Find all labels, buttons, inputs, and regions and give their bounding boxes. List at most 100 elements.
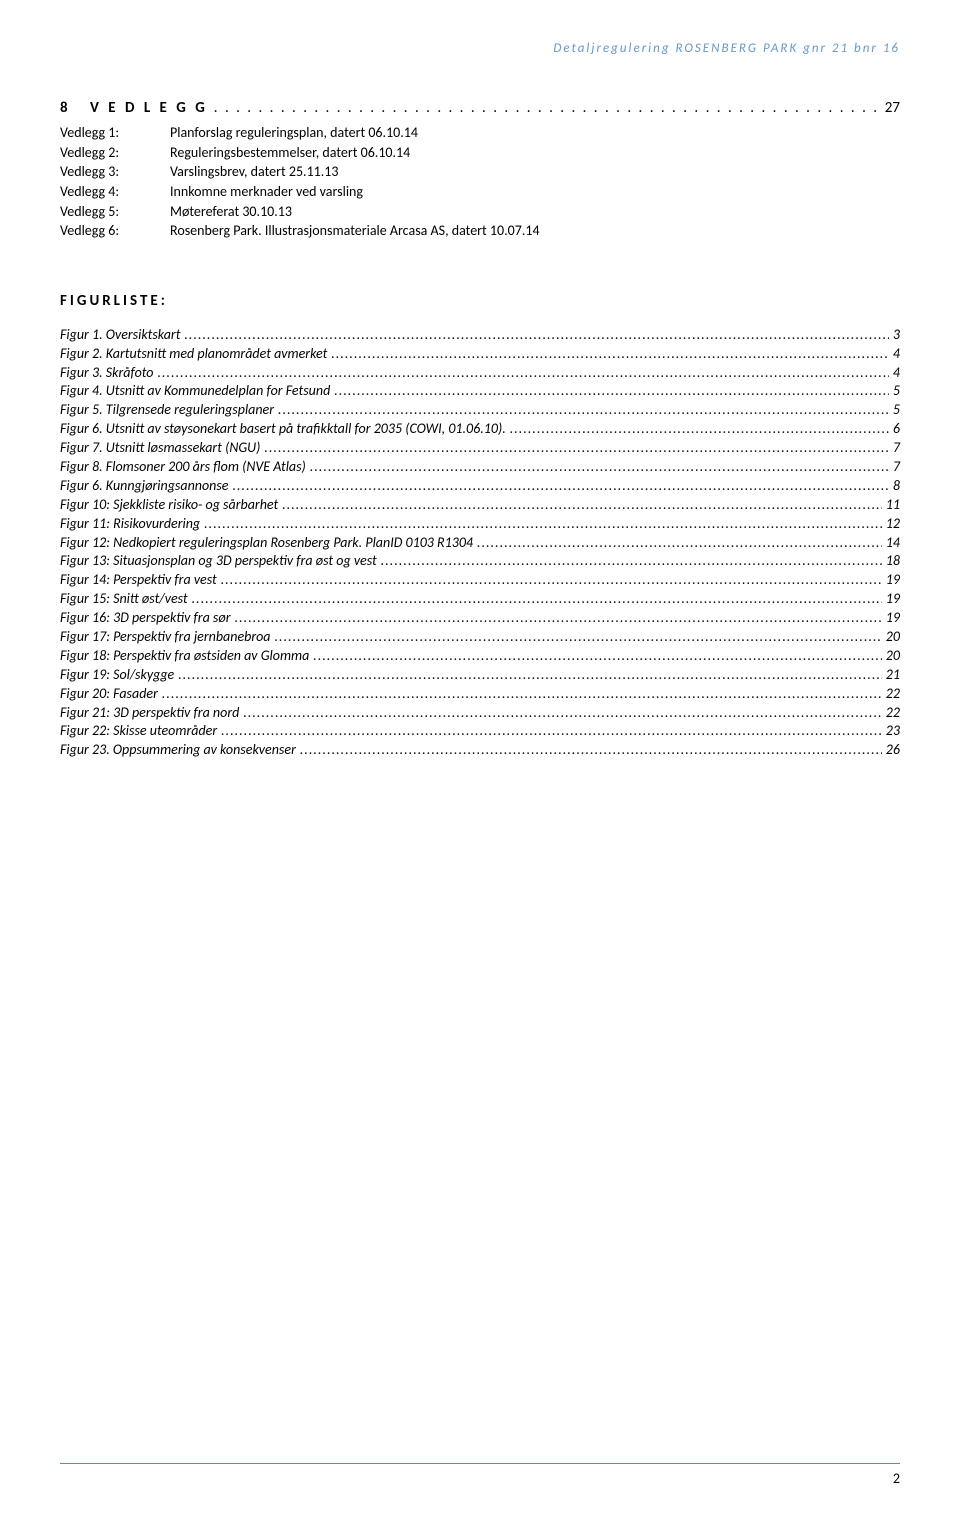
figur-page: 20: [886, 647, 900, 666]
figur-row: Figur 12: Nedkopiert reguleringsplan Ros…: [60, 534, 900, 553]
figur-row: Figur 19: Sol/skygge ...................…: [60, 666, 900, 685]
vedlegg-value: Varslingsbrev, datert 25.11.13: [170, 162, 900, 182]
figur-dots: ........................................…: [331, 345, 889, 364]
vedlegg-label: Vedlegg 5:: [60, 202, 170, 222]
vedlegg-label: Vedlegg 6:: [60, 221, 170, 241]
figur-page: 11: [886, 496, 900, 515]
figur-dots: ........................................…: [282, 496, 882, 515]
figur-row: Figur 23. Oppsummering av konsekvenser .…: [60, 741, 900, 760]
figur-page: 12: [886, 515, 900, 534]
section-number: 8: [60, 98, 90, 119]
figur-title: Figur 18: Perspektiv fra østsiden av Glo…: [60, 647, 309, 666]
figur-title: Figur 8. Flomsoner 200 års flom (NVE Atl…: [60, 458, 306, 477]
section-heading: 8 V E D L E G G . . . . . . . . . . . . …: [60, 98, 900, 119]
vedlegg-value: Møtereferat 30.10.13: [170, 202, 900, 222]
vedlegg-label: Vedlegg 4:: [60, 182, 170, 202]
figur-dots: ........................................…: [221, 722, 882, 741]
figur-row: Figur 15: Snitt øst/vest ...............…: [60, 590, 900, 609]
figur-page: 22: [886, 685, 900, 704]
figur-row: Figur 5. Tilgrensede reguleringsplaner .…: [60, 401, 900, 420]
vedlegg-row: Vedlegg 6:Rosenberg Park. Illustrasjonsm…: [60, 221, 900, 241]
figur-page: 19: [886, 590, 900, 609]
figur-title: Figur 10: Sjekkliste risiko- og sårbarhe…: [60, 496, 278, 515]
vedlegg-value: Planforslag reguleringsplan, datert 06.1…: [170, 123, 900, 143]
figur-list: Figur 1. Oversiktskart .................…: [60, 326, 900, 760]
figur-page: 18: [886, 552, 900, 571]
figur-page: 7: [893, 439, 900, 458]
figur-page: 21: [886, 666, 900, 685]
vedlegg-row: Vedlegg 4:Innkomne merknader ved varslin…: [60, 182, 900, 202]
figur-page: 6: [893, 420, 900, 439]
figur-page: 8: [893, 477, 900, 496]
figur-title: Figur 21: 3D perspektiv fra nord: [60, 704, 239, 723]
figur-dots: ........................................…: [178, 666, 882, 685]
figur-page: 19: [886, 571, 900, 590]
figur-dots: ........................................…: [235, 609, 882, 628]
figur-page: 22: [886, 704, 900, 723]
figur-title: Figur 22: Skisse uteområder: [60, 722, 217, 741]
figur-dots: ........................................…: [232, 477, 888, 496]
figur-dots: ........................................…: [192, 590, 882, 609]
vedlegg-value: Rosenberg Park. Illustrasjonsmateriale A…: [170, 221, 900, 241]
figur-title: Figur 3. Skråfoto: [60, 364, 153, 383]
figur-title: Figur 2. Kartutsnitt med planområdet avm…: [60, 345, 327, 364]
figur-page: 14: [886, 534, 900, 553]
figur-dots: ........................................…: [278, 401, 889, 420]
figur-page: 19: [886, 609, 900, 628]
vedlegg-label: Vedlegg 1:: [60, 123, 170, 143]
figur-title: Figur 20: Fasader: [60, 685, 158, 704]
figur-page: 7: [893, 458, 900, 477]
section-title: V E D L E G G: [90, 98, 208, 119]
figur-title: Figur 6. Kunngjøringsannonse: [60, 477, 228, 496]
figur-dots: ........................................…: [300, 741, 882, 760]
figur-dots: ........................................…: [310, 458, 889, 477]
figur-row: Figur 2. Kartutsnitt med planområdet avm…: [60, 345, 900, 364]
vedlegg-row: Vedlegg 3:Varslingsbrev, datert 25.11.13: [60, 162, 900, 182]
figur-title: Figur 13: Situasjonsplan og 3D perspekti…: [60, 552, 377, 571]
figur-row: Figur 6. Kunngjøringsannonse ...........…: [60, 477, 900, 496]
figur-title: Figur 19: Sol/skygge: [60, 666, 174, 685]
figur-dots: ........................................…: [157, 364, 888, 383]
vedlegg-value: Reguleringsbestemmelser, datert 06.10.14: [170, 143, 900, 163]
figur-dots: ........................................…: [313, 647, 882, 666]
figur-page: 26: [886, 741, 900, 760]
page-header: Detaljregulering ROSENBERG PARK gnr 21 b…: [60, 40, 900, 58]
figur-title: Figur 11: Risikovurdering: [60, 515, 200, 534]
figur-row: Figur 17: Perspektiv fra jernbanebroa ..…: [60, 628, 900, 647]
figur-row: Figur 14: Perspektiv fra vest ..........…: [60, 571, 900, 590]
figur-row: Figur 13: Situasjonsplan og 3D perspekti…: [60, 552, 900, 571]
figur-row: Figur 6. Utsnitt av støysonekart basert …: [60, 420, 900, 439]
vedlegg-label: Vedlegg 2:: [60, 143, 170, 163]
figur-row: Figur 21: 3D perspektiv fra nord .......…: [60, 704, 900, 723]
figur-title: Figur 7. Utsnitt løsmassekart (NGU): [60, 439, 260, 458]
figur-row: Figur 4. Utsnitt av Kommunedelplan for F…: [60, 382, 900, 401]
footer-line: [60, 1463, 900, 1464]
figur-title: Figur 4. Utsnitt av Kommunedelplan for F…: [60, 382, 330, 401]
figur-title: Figur 23. Oppsummering av konsekvenser: [60, 741, 296, 760]
figur-dots: ........................................…: [221, 571, 882, 590]
figur-dots: ........................................…: [477, 534, 882, 553]
figur-dots: ........................................…: [381, 552, 882, 571]
figur-page: 4: [893, 345, 900, 364]
figur-row: Figur 3. Skråfoto ......................…: [60, 364, 900, 383]
figur-title: Figur 5. Tilgrensede reguleringsplaner: [60, 401, 274, 420]
figur-dots: ........................................…: [334, 382, 889, 401]
figur-page: 3: [893, 326, 900, 345]
vedlegg-label: Vedlegg 3:: [60, 162, 170, 182]
figur-title: Figur 6. Utsnitt av støysonekart basert …: [60, 420, 506, 439]
figur-page: 5: [893, 382, 900, 401]
figur-dots: ........................................…: [264, 439, 888, 458]
figur-title: Figur 16: 3D perspektiv fra sør: [60, 609, 231, 628]
vedlegg-row: Vedlegg 5:Møtereferat 30.10.13: [60, 202, 900, 222]
figur-row: Figur 11: Risikovurdering ..............…: [60, 515, 900, 534]
section-dots: . . . . . . . . . . . . . . . . . . . . …: [214, 98, 879, 119]
figurliste-heading: FIGURLISTE:: [60, 291, 900, 312]
figur-dots: ........................................…: [162, 685, 882, 704]
vedlegg-row: Vedlegg 2:Reguleringsbestemmelser, dater…: [60, 143, 900, 163]
figur-dots: ........................................…: [243, 704, 881, 723]
figur-dots: ........................................…: [204, 515, 882, 534]
figur-title: Figur 15: Snitt øst/vest: [60, 590, 188, 609]
figur-row: Figur 20: Fasader ......................…: [60, 685, 900, 704]
section-page: 27: [885, 98, 900, 119]
figur-row: Figur 18: Perspektiv fra østsiden av Glo…: [60, 647, 900, 666]
